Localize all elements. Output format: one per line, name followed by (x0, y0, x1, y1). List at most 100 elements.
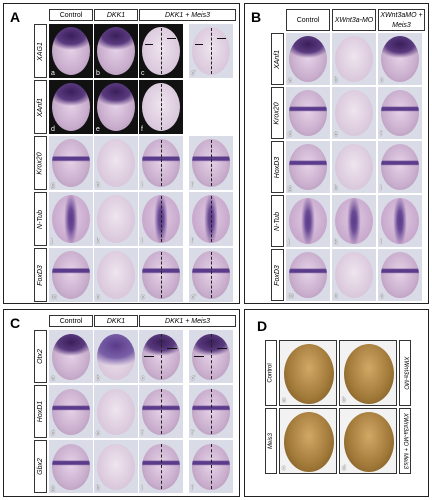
tile-letter: o' (191, 294, 197, 301)
panel-a-row-label-text: XAG1 (37, 41, 44, 61)
embryo (335, 144, 373, 190)
boundary-tick (217, 38, 226, 39)
embryo-image: a (49, 330, 93, 383)
panel-c-row-label: HoxD1 (34, 385, 47, 438)
embryo (97, 443, 135, 490)
tile-letter: b (96, 375, 100, 382)
boundary-tick (144, 356, 154, 357)
panel-a-col-header-3: DKK1 + Meis3 (139, 9, 236, 21)
boundary-tick (195, 44, 203, 45)
embryo-image: h (94, 440, 138, 493)
panel-b-row-label: HoxD3 (271, 141, 284, 193)
panel-a-row-label: Krox20 (34, 136, 47, 190)
embryo-image: j (49, 192, 93, 246)
midline-dash (161, 84, 162, 130)
tile-letter: c (380, 77, 384, 84)
embryo (344, 412, 394, 472)
panel-d-right-label-text: XWnt3a-MO (402, 356, 409, 390)
embryo (52, 195, 90, 243)
embryo (289, 36, 327, 82)
tile-letter: f' (191, 430, 195, 437)
embryo-image: a (49, 24, 93, 78)
embryo-image: c (139, 330, 183, 383)
tile-letter: j (288, 239, 290, 246)
panel-b-row-label-text: XAnf1 (274, 49, 282, 69)
embryo (52, 27, 90, 75)
midline-dash (161, 140, 162, 186)
panel-c-row-label: Gbx2 (34, 440, 47, 493)
tile-letter: i' (191, 485, 194, 492)
panel-b-row-label-text: N-Tub (274, 211, 281, 231)
boundary-tick (167, 348, 177, 349)
panel-b-col-header-2: XWnt3a-MO (332, 9, 376, 31)
panel-c-col-header-3: DKK1 + Meis3 (139, 315, 236, 327)
panel-d-right-label: XWnt3a-MO (399, 340, 411, 406)
embryo-image: e (94, 385, 138, 438)
embryo (289, 252, 327, 298)
embryo-image: m (49, 248, 93, 302)
embryo (344, 344, 394, 404)
panel-b-row-label: XAnf1 (271, 33, 284, 85)
tile-letter: i' (191, 182, 194, 189)
tile-letter: f (380, 131, 382, 138)
embryo-image: o (139, 248, 183, 302)
panel-d-left-label-text: Control (268, 363, 274, 383)
panel-a-col-header-1: Control (49, 9, 93, 21)
embryo-image: c' (189, 24, 233, 78)
midline-dash (161, 389, 162, 434)
embryo-image: h (332, 141, 376, 193)
embryo (289, 198, 327, 244)
tile-letter: e (96, 126, 100, 133)
tile-letter: d (51, 430, 55, 437)
embryo (381, 198, 419, 244)
embryo-image: f (378, 87, 422, 139)
tile-letter: b (342, 397, 346, 404)
tile-letter: o (380, 293, 384, 300)
embryo (97, 251, 135, 299)
embryo (335, 36, 373, 82)
panel-b-row-label: N-Tub (271, 195, 284, 247)
tile-letter: f (141, 430, 143, 437)
panel-c-label: C (10, 315, 21, 331)
embryo (97, 27, 135, 75)
embryo-image: e (332, 87, 376, 139)
panel-d: D a b c d Control Meis3 XWnt3a-MO XWnt3a-MO + M… (244, 309, 429, 497)
panel-c: C Control DKK1 DKK1 + Meis3 Otx2 a b c c' Hox… (3, 309, 240, 497)
tile-letter: d (288, 131, 292, 138)
tile-letter: d (342, 465, 346, 472)
panel-d-right-label-text: XWnt3a-MO + Meis3 (402, 413, 409, 469)
tile-letter: c (141, 70, 145, 77)
embryo-image: g (49, 136, 93, 190)
tile-letter: h (96, 485, 100, 492)
embryo (52, 139, 90, 187)
panel-c-col-header-2: DKK1 (94, 315, 138, 327)
embryo (97, 83, 135, 131)
midline-dash (161, 252, 162, 298)
panel-b-col-header-1: Control (286, 9, 330, 31)
panel-b-row-label-text: HoxD3 (274, 156, 281, 178)
embryo (335, 252, 373, 298)
embryo-image: b (339, 340, 397, 406)
embryo-image: i (139, 136, 183, 190)
panel-c-row-label-text: HoxD1 (37, 400, 44, 423)
panel-a-row-label-text: FoxD3 (37, 264, 44, 286)
embryo-image: l (139, 192, 183, 246)
panel-a-row-label-text: Krox20 (37, 151, 44, 175)
tile-letter: h (96, 182, 100, 189)
tile-letter: a (282, 397, 286, 404)
embryo-image: c' (189, 330, 233, 383)
embryo-image: n (94, 248, 138, 302)
panel-a-row-label-text: XAnf1 (37, 97, 45, 117)
tile-letter: e (96, 430, 100, 437)
embryo-image: j (286, 195, 330, 247)
panel-b: B Control XWnt3a-MO XWnt3aMO + Meis3 XAn… (244, 3, 429, 304)
embryo-image: d (339, 408, 397, 474)
tile-letter: c' (191, 375, 196, 382)
embryo-image: c (378, 33, 422, 85)
tile-letter: b (96, 70, 100, 77)
panel-a-row-label: N-Tub (34, 192, 47, 246)
tile-letter: m (288, 293, 294, 300)
embryo (52, 83, 90, 131)
tile-letter: i (141, 182, 143, 189)
embryo-image: d (286, 87, 330, 139)
